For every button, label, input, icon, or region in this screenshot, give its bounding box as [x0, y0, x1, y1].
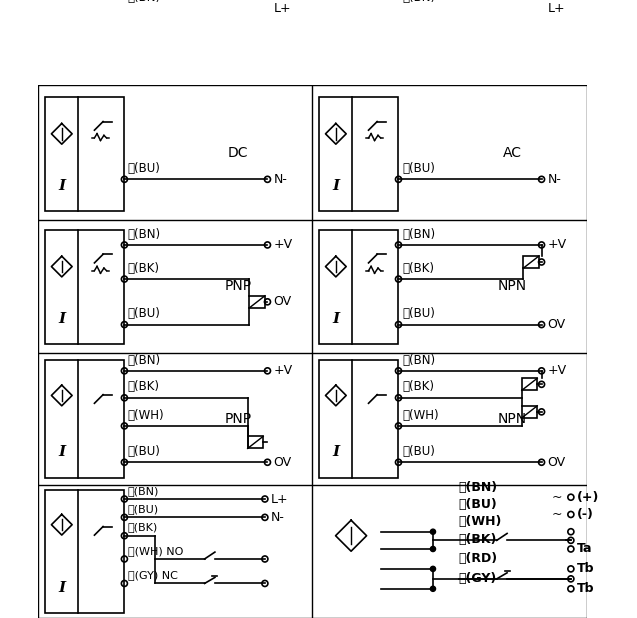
Text: 黑(BK): 黑(BK) — [128, 381, 160, 394]
Text: Tb: Tb — [577, 562, 594, 575]
Text: 黑(BK): 黑(BK) — [459, 533, 497, 546]
Text: 红(RD): 红(RD) — [459, 552, 498, 565]
Bar — [522, 406, 537, 418]
Text: I: I — [58, 312, 66, 326]
Circle shape — [431, 566, 436, 572]
Bar — [522, 378, 537, 391]
Bar — [319, 230, 399, 344]
Text: PNP: PNP — [225, 279, 252, 293]
Text: L+: L+ — [273, 2, 291, 15]
Text: 白(WH): 白(WH) — [402, 408, 438, 421]
Text: 灰(GY): 灰(GY) — [459, 572, 497, 585]
Text: +V: +V — [548, 239, 567, 252]
Bar — [45, 230, 124, 344]
Text: 兰(BU): 兰(BU) — [402, 307, 435, 320]
Text: 灰(GY) NC: 灰(GY) NC — [128, 570, 178, 580]
Text: L+: L+ — [271, 493, 289, 506]
Bar — [248, 436, 263, 449]
Text: OV: OV — [548, 318, 566, 331]
Text: Tb: Tb — [577, 582, 594, 595]
Text: I: I — [333, 179, 340, 193]
Text: 兰(BU): 兰(BU) — [128, 504, 159, 514]
Text: 黑(BK): 黑(BK) — [128, 522, 158, 532]
Text: I: I — [58, 445, 66, 459]
Text: (-): (-) — [577, 508, 594, 521]
Text: I: I — [58, 582, 66, 595]
Text: Ta: Ta — [577, 543, 592, 556]
Text: 白(WH): 白(WH) — [128, 408, 164, 421]
Text: I: I — [333, 312, 340, 326]
Bar — [45, 98, 124, 211]
Text: OV: OV — [273, 295, 292, 308]
Text: 棕(BN): 棕(BN) — [128, 0, 161, 4]
Text: OV: OV — [548, 455, 566, 469]
Text: 兰(BU): 兰(BU) — [128, 162, 161, 175]
Text: 黑(BK): 黑(BK) — [402, 381, 434, 394]
Text: 棕(BN): 棕(BN) — [128, 486, 159, 496]
Text: ~: ~ — [552, 491, 562, 504]
Text: (+): (+) — [577, 491, 599, 504]
Text: L+: L+ — [548, 2, 565, 15]
Bar — [319, 98, 399, 211]
Text: 兰(BU): 兰(BU) — [402, 162, 435, 175]
Text: 棕(BN): 棕(BN) — [459, 481, 498, 494]
Text: 黑(BK): 黑(BK) — [402, 262, 434, 275]
Bar — [524, 256, 539, 268]
Text: AC: AC — [503, 146, 522, 161]
Bar — [45, 360, 124, 478]
Text: DC: DC — [228, 146, 248, 161]
Text: 兰(BU): 兰(BU) — [128, 445, 161, 458]
Text: NPN: NPN — [497, 279, 527, 293]
Text: 兰(BU): 兰(BU) — [459, 498, 497, 511]
Circle shape — [431, 586, 436, 591]
Text: PNP: PNP — [225, 412, 252, 426]
Text: 棕(BN): 棕(BN) — [402, 353, 435, 366]
Text: 棕(BN): 棕(BN) — [128, 227, 161, 240]
Circle shape — [431, 546, 436, 552]
Text: ~: ~ — [552, 508, 562, 521]
Circle shape — [431, 529, 436, 535]
Text: 兰(BU): 兰(BU) — [128, 307, 161, 320]
Text: +V: +V — [273, 239, 292, 252]
Text: OV: OV — [273, 455, 292, 469]
Text: 兰(BU): 兰(BU) — [402, 445, 435, 458]
Text: I: I — [58, 179, 66, 193]
Text: 棕(BN): 棕(BN) — [402, 0, 435, 4]
Text: +V: +V — [548, 365, 567, 378]
Text: 白(WH): 白(WH) — [459, 515, 502, 528]
Bar — [45, 491, 124, 613]
Text: N-: N- — [273, 173, 287, 186]
Text: 白(WH) NO: 白(WH) NO — [128, 546, 183, 556]
Text: +V: +V — [273, 365, 292, 378]
Bar — [319, 360, 399, 478]
Text: N-: N- — [271, 511, 285, 524]
Text: N-: N- — [548, 173, 561, 186]
Text: I: I — [333, 445, 340, 459]
Text: 黑(BK): 黑(BK) — [128, 262, 160, 275]
Text: NPN: NPN — [497, 412, 527, 426]
Text: 棕(BN): 棕(BN) — [128, 353, 161, 366]
Text: 棕(BN): 棕(BN) — [402, 227, 435, 240]
Bar — [249, 296, 265, 308]
